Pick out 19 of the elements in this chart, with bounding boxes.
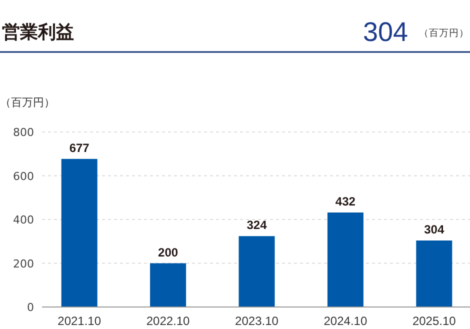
x-tick-label: 2021.10	[58, 314, 102, 328]
data-label: 304	[424, 222, 444, 236]
y-tick-label: 600	[13, 170, 34, 183]
ylabel: （百万円）	[0, 96, 55, 109]
y-tick-label: 200	[13, 257, 34, 270]
x-tick-label: 2023.10	[235, 314, 279, 328]
x-tick-label: 2024.10	[324, 314, 368, 328]
data-label: 432	[335, 194, 356, 208]
x-tick-label: 2022.10	[146, 314, 190, 328]
title: 営業利益	[2, 22, 74, 43]
data-label: 677	[69, 140, 90, 155]
x-tick-label: 2025.10	[412, 314, 456, 328]
data-label: 324	[246, 218, 268, 232]
y-tick-label: 0	[27, 301, 34, 314]
y-tick-label: 400	[13, 214, 34, 226]
annotation: （百万円）	[419, 28, 469, 39]
annotation: 304	[362, 17, 408, 47]
data-label: 200	[158, 245, 178, 260]
y-tick-label: 800	[13, 126, 34, 139]
